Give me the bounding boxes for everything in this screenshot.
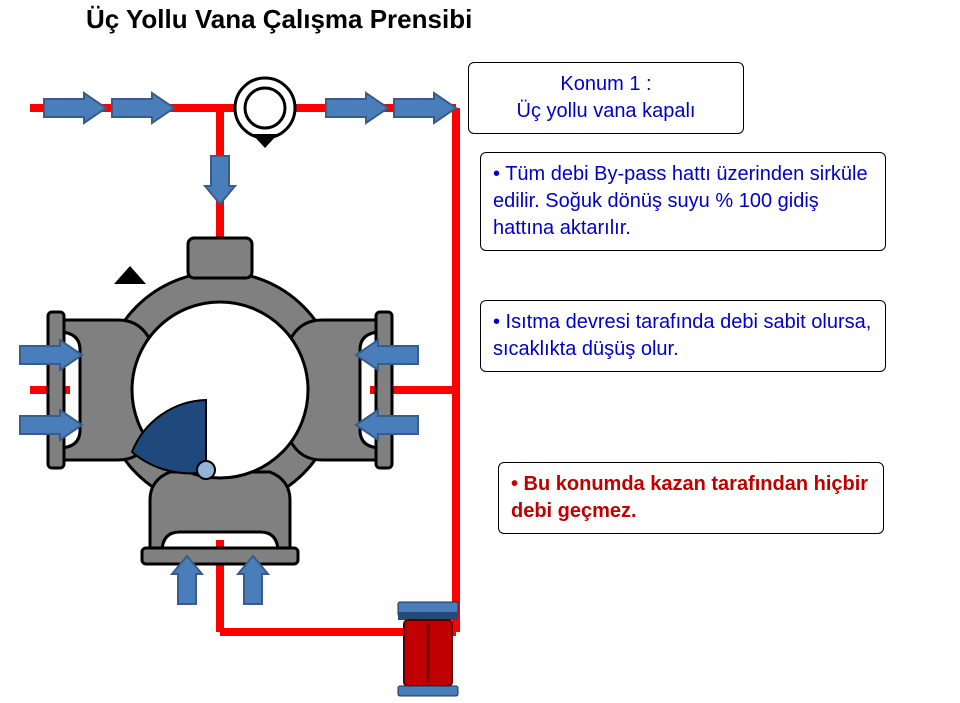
valve-pivot (197, 461, 215, 479)
flow-triangle (114, 266, 146, 284)
valve-diagram (0, 0, 960, 703)
return-pump (398, 602, 458, 696)
circulator (235, 78, 295, 148)
